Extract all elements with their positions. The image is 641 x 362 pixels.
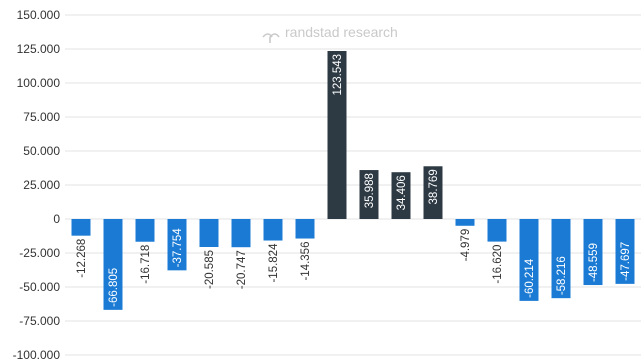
bar bbox=[455, 219, 475, 226]
bar-value-label: 34.406 bbox=[396, 175, 408, 210]
bar-value-label: -58.216 bbox=[556, 256, 568, 295]
bar bbox=[199, 219, 219, 247]
y-tick-label: -50.000 bbox=[19, 280, 60, 294]
bars bbox=[71, 50, 635, 310]
bar bbox=[423, 166, 443, 219]
y-tick-label: 25.000 bbox=[23, 178, 60, 192]
bar-value-label: -20.747 bbox=[236, 250, 248, 289]
y-tick-label: 100.000 bbox=[17, 76, 61, 90]
bar-value-label: -47.697 bbox=[620, 242, 632, 281]
bar-value-label: -16.620 bbox=[492, 245, 504, 284]
bar bbox=[391, 172, 411, 219]
bar bbox=[231, 219, 251, 248]
y-tick-label: 50.000 bbox=[23, 144, 60, 158]
randstad-logo-icon bbox=[262, 33, 280, 43]
y-tick-label: -75.000 bbox=[19, 314, 60, 328]
bar bbox=[167, 219, 187, 271]
bar-value-label: -4.979 bbox=[460, 229, 472, 262]
data-labels: -12.268 -66.805 -16.718 -37.754 -20.585 -20.7… bbox=[76, 54, 632, 307]
bar-value-label: -20.585 bbox=[204, 250, 216, 289]
bar bbox=[615, 219, 635, 284]
bar-value-label: -66.805 bbox=[108, 268, 120, 307]
bar-value-label: 123.543 bbox=[332, 54, 344, 96]
bar bbox=[103, 219, 123, 310]
bar-value-label: -15.824 bbox=[268, 243, 280, 283]
bar bbox=[487, 219, 507, 242]
y-tick-label: 150.000 bbox=[17, 8, 61, 22]
y-axis-tick-labels: 150.000 125.000 100.000 75.000 50.000 25.000 0… bbox=[13, 8, 61, 362]
y-tick-label: 125.000 bbox=[17, 42, 61, 56]
bar-value-label: -60.214 bbox=[524, 258, 536, 298]
y-tick-label: -100.000 bbox=[13, 348, 61, 362]
bar-value-label: -12.268 bbox=[76, 239, 88, 278]
watermark-text: randstad research bbox=[285, 24, 398, 40]
bar bbox=[359, 170, 379, 219]
bar-value-label: -37.754 bbox=[172, 228, 184, 268]
bar bbox=[519, 219, 539, 301]
y-tick-label: 75.000 bbox=[23, 110, 60, 124]
bar-value-label: 38.769 bbox=[428, 169, 440, 204]
bar-value-label: 35.988 bbox=[364, 173, 376, 208]
bar bbox=[263, 219, 283, 241]
gridlines bbox=[65, 14, 641, 356]
bar-value-label: -14.356 bbox=[300, 242, 312, 281]
bar bbox=[583, 219, 603, 286]
bar-value-label: -48.559 bbox=[588, 243, 600, 282]
bar bbox=[295, 219, 315, 239]
y-tick-label: -25.000 bbox=[19, 246, 60, 260]
bar bbox=[71, 219, 91, 236]
y-tick-label: 0 bbox=[53, 212, 60, 226]
randstad-research-watermark: randstad research bbox=[262, 24, 398, 43]
bar bbox=[327, 50, 347, 219]
bar bbox=[551, 219, 571, 299]
bar-value-label: -16.718 bbox=[140, 245, 152, 284]
bar bbox=[135, 219, 155, 242]
